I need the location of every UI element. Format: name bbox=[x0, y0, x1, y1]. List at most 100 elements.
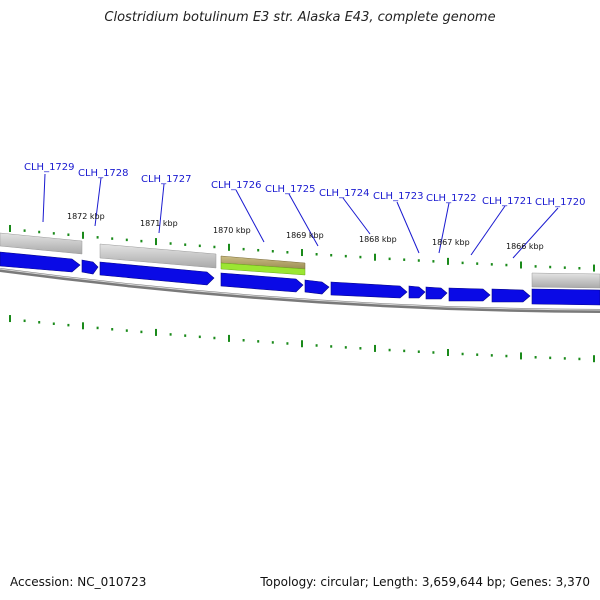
major-tick bbox=[9, 224, 11, 232]
minor-tick bbox=[184, 334, 187, 337]
gene-arrow bbox=[81, 259, 99, 275]
minor-tick bbox=[578, 266, 581, 270]
minor-tick bbox=[403, 349, 406, 353]
major-tick bbox=[593, 264, 595, 272]
minor-tick bbox=[125, 329, 128, 332]
gene-label: CLH_1729 bbox=[24, 162, 75, 173]
minor-tick bbox=[330, 253, 333, 257]
minor-tick bbox=[563, 357, 566, 360]
label-leaders bbox=[42, 173, 559, 259]
minor-tick bbox=[505, 354, 508, 358]
major-tick bbox=[9, 315, 11, 323]
kbp-label: 1867 kbp bbox=[432, 238, 470, 247]
gene-label: CLH_1723 bbox=[373, 191, 424, 202]
minor-tick bbox=[563, 266, 566, 269]
minor-tick bbox=[417, 259, 420, 262]
major-tick bbox=[374, 344, 376, 352]
gene-arrow bbox=[491, 288, 531, 303]
minor-tick bbox=[52, 322, 55, 325]
kbp-label: 1866 kbp bbox=[506, 242, 544, 251]
gene-arrow bbox=[531, 288, 600, 306]
minor-tick bbox=[549, 356, 552, 360]
major-tick bbox=[447, 257, 449, 265]
major-tick bbox=[82, 322, 84, 330]
major-tick bbox=[228, 334, 230, 342]
gray-band bbox=[0, 232, 83, 255]
upper-tick-scale bbox=[9, 224, 595, 272]
minor-tick bbox=[461, 352, 464, 356]
minor-tick bbox=[242, 247, 245, 251]
minor-tick bbox=[549, 265, 552, 269]
minor-tick bbox=[490, 263, 493, 266]
minor-tick bbox=[432, 260, 435, 263]
minor-tick bbox=[140, 239, 143, 243]
major-tick bbox=[155, 238, 157, 246]
kbp-label: 1871 kbp bbox=[140, 219, 178, 228]
minor-tick bbox=[315, 344, 318, 347]
minor-tick bbox=[242, 339, 245, 342]
gene-label: CLH_1728 bbox=[78, 168, 129, 179]
minor-tick bbox=[461, 261, 464, 265]
minor-tick bbox=[476, 262, 479, 265]
minor-tick bbox=[67, 233, 70, 236]
kbp-label: 1869 kbp bbox=[286, 231, 324, 240]
gene-arrow bbox=[425, 286, 448, 300]
gene-label: CLH_1722 bbox=[426, 193, 477, 204]
major-tick bbox=[593, 355, 595, 363]
minor-tick bbox=[140, 330, 143, 334]
kbp-label: 1868 kbp bbox=[359, 235, 397, 244]
gene-label: CLH_1724 bbox=[319, 188, 370, 199]
gene-arrow bbox=[304, 279, 330, 295]
minor-tick bbox=[403, 258, 406, 261]
gray-band bbox=[99, 243, 217, 269]
minor-tick bbox=[198, 244, 201, 248]
minor-tick bbox=[52, 232, 55, 235]
minor-tick bbox=[96, 236, 99, 239]
minor-tick bbox=[417, 350, 420, 353]
major-tick bbox=[374, 253, 376, 261]
gene-arrows bbox=[0, 251, 600, 306]
minor-tick bbox=[213, 336, 216, 340]
minor-tick bbox=[271, 341, 274, 344]
major-tick bbox=[520, 352, 522, 360]
gene-arrow bbox=[408, 285, 426, 299]
genome-summary-text: Topology: circular; Length: 3,659,644 bp… bbox=[260, 575, 590, 589]
major-tick bbox=[447, 348, 449, 356]
minor-tick bbox=[111, 237, 114, 240]
minor-tick bbox=[169, 333, 172, 336]
gene-label: CLH_1720 bbox=[535, 197, 586, 208]
major-tick bbox=[82, 231, 84, 239]
genome-title: Clostridium botulinum E3 str. Alaska E43… bbox=[104, 10, 496, 25]
major-tick bbox=[155, 328, 157, 336]
minor-tick bbox=[271, 250, 274, 253]
minor-tick bbox=[125, 238, 128, 242]
minor-tick bbox=[388, 348, 391, 352]
minor-tick bbox=[96, 326, 99, 330]
gene-label-group: CLH_1729 CLH_1728 CLH_1727 CLH_1726 CLH_… bbox=[24, 162, 586, 208]
gene-arrow bbox=[220, 272, 304, 293]
minor-tick bbox=[257, 340, 260, 343]
minor-tick bbox=[315, 253, 318, 256]
minor-tick bbox=[38, 230, 41, 234]
major-tick bbox=[228, 243, 230, 251]
minor-tick bbox=[476, 353, 479, 356]
minor-tick bbox=[111, 328, 114, 331]
major-tick bbox=[301, 340, 303, 348]
minor-tick bbox=[257, 248, 260, 252]
major-tick bbox=[520, 261, 522, 269]
minor-tick bbox=[344, 254, 347, 258]
minor-tick bbox=[359, 347, 362, 350]
kbp-label: 1872 kbp bbox=[67, 212, 105, 221]
gene-arrow bbox=[330, 281, 408, 299]
minor-tick bbox=[359, 255, 362, 259]
gene-arrow bbox=[0, 251, 81, 273]
minor-tick bbox=[213, 245, 216, 249]
green-band bbox=[220, 262, 306, 276]
minor-tick bbox=[169, 242, 172, 245]
genome-backbone bbox=[0, 268, 600, 313]
minor-tick bbox=[330, 345, 333, 348]
minor-tick bbox=[432, 351, 435, 354]
minor-tick bbox=[23, 319, 26, 323]
gene-label: CLH_1725 bbox=[265, 184, 316, 195]
minor-tick bbox=[578, 357, 581, 361]
